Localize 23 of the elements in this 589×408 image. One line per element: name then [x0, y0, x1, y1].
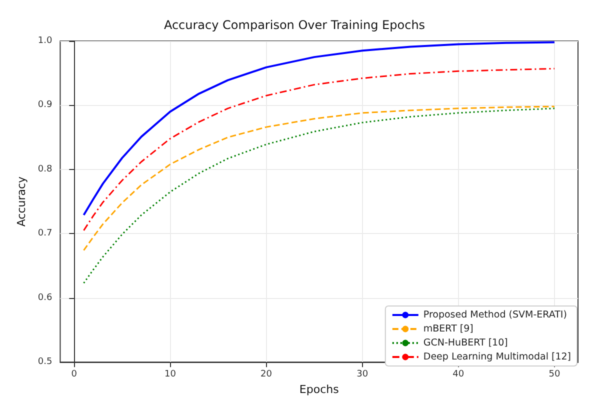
legend-label: mBERT [9] [423, 324, 474, 334]
y-tick-label: 1.0 [38, 36, 52, 46]
x-tick-label: 50 [548, 370, 560, 380]
legend-label: GCN-HuBERT [10] [423, 338, 508, 348]
line-series [83, 68, 556, 232]
x-axis-title: Epochs [299, 383, 340, 396]
legend-label: Proposed Method (SVM-ERATI) [423, 310, 567, 320]
y-tick-label: 0.9 [38, 100, 52, 110]
line-series [83, 108, 556, 284]
x-tick-label: 20 [260, 370, 272, 380]
line-series [82, 41, 556, 216]
x-tick-label: 0 [71, 370, 78, 380]
x-tick-label: 40 [452, 370, 464, 380]
chart-title: Accuracy Comparison Over Training Epochs [164, 18, 426, 32]
y-tick-label: 0.8 [38, 164, 52, 174]
x-tick-label: 10 [164, 370, 176, 380]
x-tick-label: 30 [356, 370, 368, 380]
legend-label: Deep Learning Multimodal [12] [423, 352, 572, 362]
y-tick-label: 0.6 [38, 292, 52, 303]
y-tick-label: 0.5 [38, 357, 52, 368]
y-tick-label: 0.7 [38, 228, 52, 239]
line-series [83, 106, 556, 252]
y-axis-title: Accuracy [15, 176, 28, 227]
